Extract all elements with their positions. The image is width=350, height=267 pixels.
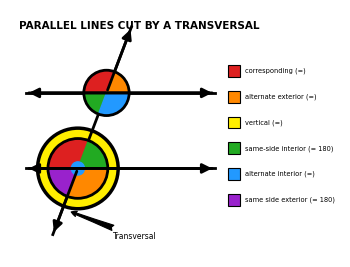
Text: same side exterior (= 180): same side exterior (= 180) [245, 197, 335, 203]
Wedge shape [78, 140, 108, 168]
Circle shape [71, 162, 84, 175]
Text: alternate exterior (=): alternate exterior (=) [245, 93, 317, 100]
Text: Transversal: Transversal [71, 211, 156, 241]
Wedge shape [48, 168, 78, 197]
Wedge shape [48, 139, 89, 168]
Wedge shape [106, 72, 129, 93]
Text: vertical (=): vertical (=) [245, 119, 283, 126]
Bar [228, 142, 239, 154]
Bar [228, 65, 239, 77]
Text: corresponding (=): corresponding (=) [245, 68, 306, 74]
Circle shape [37, 128, 118, 209]
Wedge shape [98, 93, 129, 116]
Text: same-side interior (= 180): same-side interior (= 180) [245, 145, 334, 152]
Text: alternate interior (=): alternate interior (=) [245, 171, 315, 177]
Bar [228, 91, 239, 103]
Bar [228, 194, 239, 206]
Wedge shape [67, 168, 108, 198]
Bar [228, 168, 239, 180]
Bar [228, 116, 239, 128]
Wedge shape [84, 93, 106, 114]
Wedge shape [84, 70, 114, 93]
Text: PARALLEL LINES CUT BY A TRANSVERSAL: PARALLEL LINES CUT BY A TRANSVERSAL [19, 21, 260, 31]
